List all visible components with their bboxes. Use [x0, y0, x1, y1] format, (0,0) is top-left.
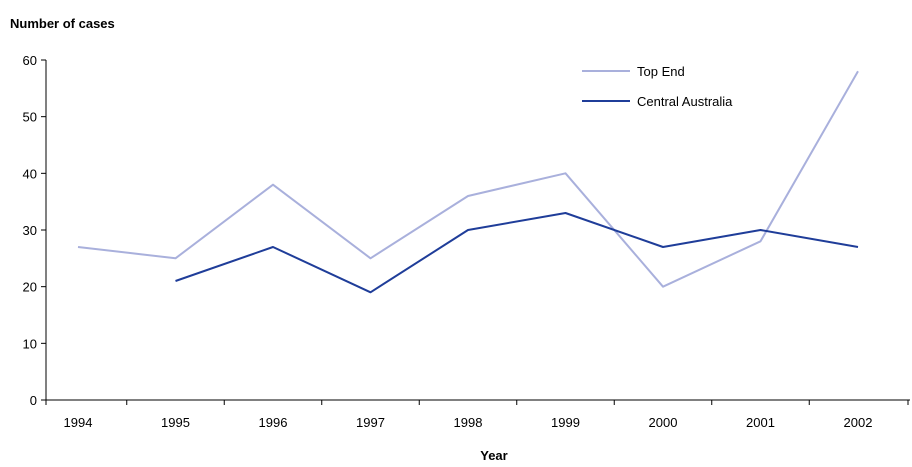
series-line-top-end	[77, 70, 859, 288]
series-layer	[77, 70, 859, 294]
x-tick-label: 2001	[746, 415, 775, 430]
y-axis: 0 10 20 30 40 50 60	[23, 53, 46, 408]
y-axis-title: Number of cases	[10, 16, 115, 31]
y-tick-label: 0	[30, 393, 37, 408]
y-tick-label: 60	[23, 53, 37, 68]
y-tick-label: 30	[23, 223, 37, 238]
legend-label-top-end: Top End	[637, 64, 685, 79]
x-axis-title: Year	[480, 448, 507, 463]
legend: Top End Central Australia	[582, 64, 733, 109]
x-tick-label: 1999	[551, 415, 580, 430]
x-tick-label: 1997	[356, 415, 385, 430]
legend-label-central-australia: Central Australia	[637, 94, 733, 109]
y-tick-label: 10	[23, 336, 37, 351]
series-line-central-australia	[175, 212, 859, 294]
x-axis: 1994 1995 1996 1997 1998 1999 2000 2001 2002	[45, 400, 909, 430]
y-tick-label: 50	[23, 110, 37, 125]
y-tick-label: 40	[23, 166, 37, 181]
x-tick-label: 2002	[844, 415, 873, 430]
x-tick-label: 1995	[161, 415, 190, 430]
x-tick-label: 1998	[454, 415, 483, 430]
y-tick-label: 20	[23, 280, 37, 295]
x-tick-label: 2000	[649, 415, 678, 430]
plot-area	[45, 60, 910, 401]
x-tick-label: 1994	[64, 415, 93, 430]
x-tick-label: 1996	[259, 415, 288, 430]
